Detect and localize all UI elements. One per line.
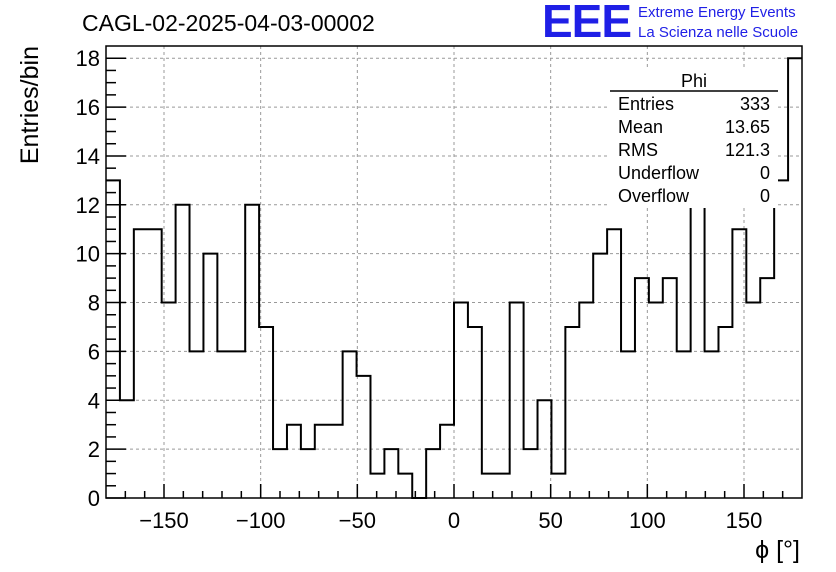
y-tick-label: 10: [76, 242, 100, 267]
stats-label: RMS: [618, 140, 658, 160]
x-tick-labels: −150 −100 −50 0 50 100 150: [139, 508, 762, 533]
y-tick-label: 16: [76, 95, 100, 120]
stats-label: Underflow: [618, 163, 700, 183]
x-tick-label: −50: [339, 508, 376, 533]
y-tick-label: 8: [88, 291, 100, 316]
stats-value: 0: [760, 186, 770, 206]
stats-value: 121.3: [725, 140, 770, 160]
y-tick-label: 0: [88, 486, 100, 511]
stats-label: Mean: [618, 117, 663, 137]
x-tick-label: 0: [448, 508, 460, 533]
y-tick-label: 18: [76, 46, 100, 71]
stats-value: 333: [740, 94, 770, 114]
chart-title: CAGL-02-2025-04-03-00002: [82, 10, 375, 36]
stats-value: 0: [760, 163, 770, 183]
histogram-step-line: [106, 57, 802, 499]
stats-value: 13.65: [725, 117, 770, 137]
eee-logo: EEE Extreme Energy Events La Scienza nel…: [542, 0, 836, 47]
stats-box: Phi Entries 333 Mean 13.65 RMS 121.3 Underflow 0…: [610, 68, 778, 208]
x-tick-label: 100: [629, 508, 666, 533]
y-tick-label: 6: [88, 339, 100, 364]
x-tick-label: −150: [139, 508, 189, 533]
logo-line-1: Extreme Energy Events: [638, 4, 796, 21]
y-tick-labels: 0 2 4 6 8 10 12 14 16 18: [76, 46, 100, 511]
stats-title: Phi: [681, 71, 707, 91]
x-tick-label: 150: [726, 508, 763, 533]
axis-ticks: [106, 57, 784, 499]
logo-mark: EEE: [542, 0, 632, 47]
y-axis-title: Entries/bin: [16, 46, 44, 164]
y-tick-label: 2: [88, 437, 100, 462]
x-axis-title: ϕ [°]: [755, 536, 800, 564]
stats-label: Entries: [618, 94, 674, 114]
y-tick-label: 4: [88, 388, 100, 413]
x-tick-label: 50: [538, 508, 562, 533]
stats-label: Overflow: [618, 186, 690, 206]
logo-line-2: La Scienza nelle Scuole: [638, 24, 799, 41]
y-tick-label: 12: [76, 193, 100, 218]
x-tick-label: −100: [236, 508, 286, 533]
y-tick-label: 14: [76, 144, 100, 169]
